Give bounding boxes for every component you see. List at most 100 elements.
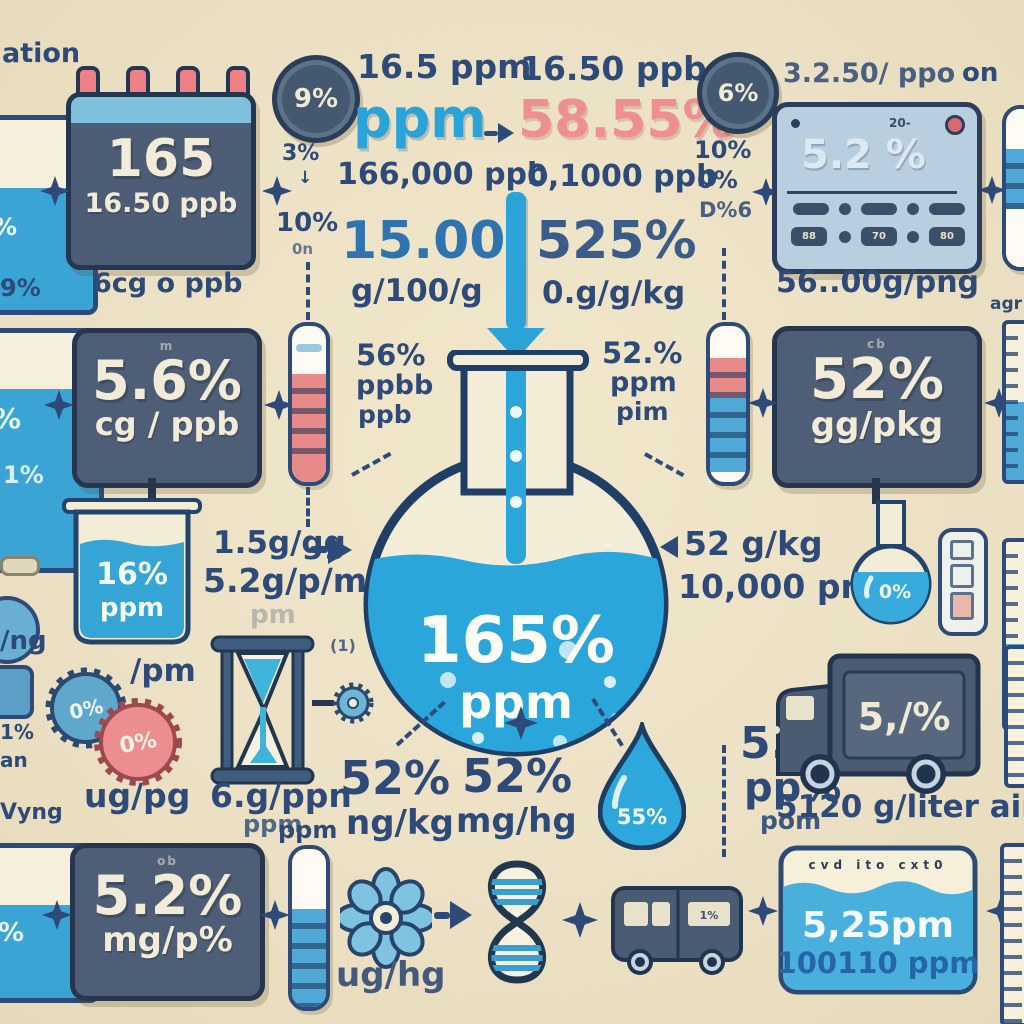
jar-pct-label: % xyxy=(0,215,17,239)
icon-partial xyxy=(0,665,34,719)
vial-seg xyxy=(950,564,974,588)
flask-icon-center: 165% ppm xyxy=(363,350,669,757)
panel-unit: cg / ppb xyxy=(94,405,240,444)
tank-panel-icon: cvd ito cxt0 5,25pm 100110 ppm xyxy=(778,845,978,995)
infinity-hourglass-icon xyxy=(487,860,547,984)
badge-9pct: 9% xyxy=(272,55,360,143)
arrow-stem xyxy=(310,546,328,553)
garble-label: D%6 xyxy=(699,198,753,222)
thermo-stripes xyxy=(292,909,326,1007)
calendar-value: 165 xyxy=(106,129,216,189)
calc-button xyxy=(839,231,851,243)
calc-key: 70 xyxy=(861,227,897,246)
truck-caption: 5120 g/liter air xyxy=(776,789,1024,825)
badge-6pct: 6% xyxy=(697,52,779,134)
droplet-label: 55% xyxy=(617,805,667,829)
ppm-big-label: ppm xyxy=(353,87,487,150)
panel-garble: m xyxy=(159,339,175,353)
ughg-label: ug/hg xyxy=(336,955,446,995)
right-arrow-icon xyxy=(328,536,352,564)
calc-dot xyxy=(791,119,800,128)
thermo-mark xyxy=(296,344,322,352)
pct0-label: 0% xyxy=(697,166,738,194)
flask-icon-small: 0% xyxy=(850,500,932,625)
left-arrow-icon xyxy=(660,536,678,558)
panel-unit: gg/pkg xyxy=(810,405,944,446)
ppm-label: ppm xyxy=(278,816,338,844)
value-52pct-a: 52% xyxy=(340,751,451,805)
calc-red-dot xyxy=(945,115,965,135)
jar-pct-label: % xyxy=(0,405,21,433)
bus-icon: 1% xyxy=(611,886,743,975)
corner-word: ation xyxy=(2,38,81,69)
mini-arrow-stem xyxy=(484,131,498,136)
panel-5-6pct: m 5.6% cg / ppb xyxy=(72,328,262,488)
flask-value: 165% xyxy=(417,604,615,678)
sparkle-arrow-icon xyxy=(562,902,598,938)
pct10-label: 10% xyxy=(276,208,339,238)
dashed-line xyxy=(722,745,726,857)
right-stack-2: ppm xyxy=(610,367,677,398)
beaker-icon-16pct: 16% ppm xyxy=(62,498,202,645)
thermometer-icon-partial xyxy=(1002,105,1024,271)
flower-icon xyxy=(340,867,432,969)
calc-display: 5.2 % xyxy=(801,132,926,178)
calendar-icon: 165 16.50 ppb xyxy=(66,66,256,270)
ruler-icon-partial xyxy=(1000,843,1024,1024)
value-1650ppb: 16.50 ppb xyxy=(520,49,707,88)
panel-garble: cb xyxy=(867,337,887,351)
calc-divider xyxy=(787,191,957,194)
mini-down-arrow-icon: ↓ xyxy=(298,168,313,188)
garble-pom: pom xyxy=(760,806,822,835)
pct10-label: 10% xyxy=(694,136,752,164)
panel-value: 5.2% xyxy=(92,864,243,927)
hg-caption1: 6.g/ppn xyxy=(210,776,352,815)
thermometer-icon-redblue xyxy=(706,322,750,486)
calculator-icon: 20- 5.2 % 88 70 80 xyxy=(772,102,982,274)
tank-garble: cvd ito cxt0 xyxy=(809,858,948,872)
agr-garble: agr xyxy=(990,294,1023,314)
value-165ppm: 16.5 ppm xyxy=(357,47,532,86)
ruler-ticks xyxy=(1008,649,1024,784)
calendar-body: 165 16.50 ppb xyxy=(66,92,256,270)
left-stack-3: ppb xyxy=(358,400,412,429)
dashed-line xyxy=(306,487,310,527)
calc-button xyxy=(861,203,897,215)
calc-button xyxy=(907,231,919,243)
calendar-sub: 16.50 ppb xyxy=(84,188,238,220)
calc-button xyxy=(929,203,965,215)
an-label: an xyxy=(0,748,28,772)
pill-icon xyxy=(0,556,40,576)
jar-pct-label: 1% xyxy=(3,461,44,489)
calc-garble: 20- xyxy=(889,116,911,130)
calc-button xyxy=(839,203,851,215)
cylinder-ticks xyxy=(1006,324,1018,480)
pct3-label: 3% xyxy=(282,141,320,166)
bus-garble: 1% xyxy=(700,909,719,922)
calendar-caption: 6cg o ppb xyxy=(93,268,243,299)
corner-label: on xyxy=(962,58,999,88)
calc-key: 80 xyxy=(929,227,965,246)
connector-line xyxy=(872,478,880,504)
ghost-label: pm xyxy=(250,600,296,630)
truck-icon: 5,/% xyxy=(772,653,981,794)
panel-value: 5.6% xyxy=(92,349,242,412)
mini-gear-flower-icon xyxy=(332,682,374,724)
thermometer-icon-red xyxy=(288,322,330,486)
calc-button xyxy=(793,203,829,215)
right-arrow-icon xyxy=(450,901,472,929)
jar-pct-label: % xyxy=(0,918,25,948)
ng-label: /ng xyxy=(0,626,47,656)
arrow-stem xyxy=(434,912,450,919)
value-166000ppb: 166,000 ppb xyxy=(337,157,549,192)
value-52pct-b: 52% xyxy=(462,749,573,803)
beaker-value: 16% xyxy=(96,557,168,592)
unit-ngkg: ng/kg xyxy=(346,803,454,843)
conv-10000pm: 10,000 pm xyxy=(678,567,875,606)
panel-garble: ob xyxy=(157,854,178,868)
calc-caption: 56..00g/png xyxy=(776,265,980,300)
vial-seg xyxy=(950,540,974,560)
value-525pct: 525% xyxy=(536,211,697,271)
hourglass-icon xyxy=(210,635,315,785)
